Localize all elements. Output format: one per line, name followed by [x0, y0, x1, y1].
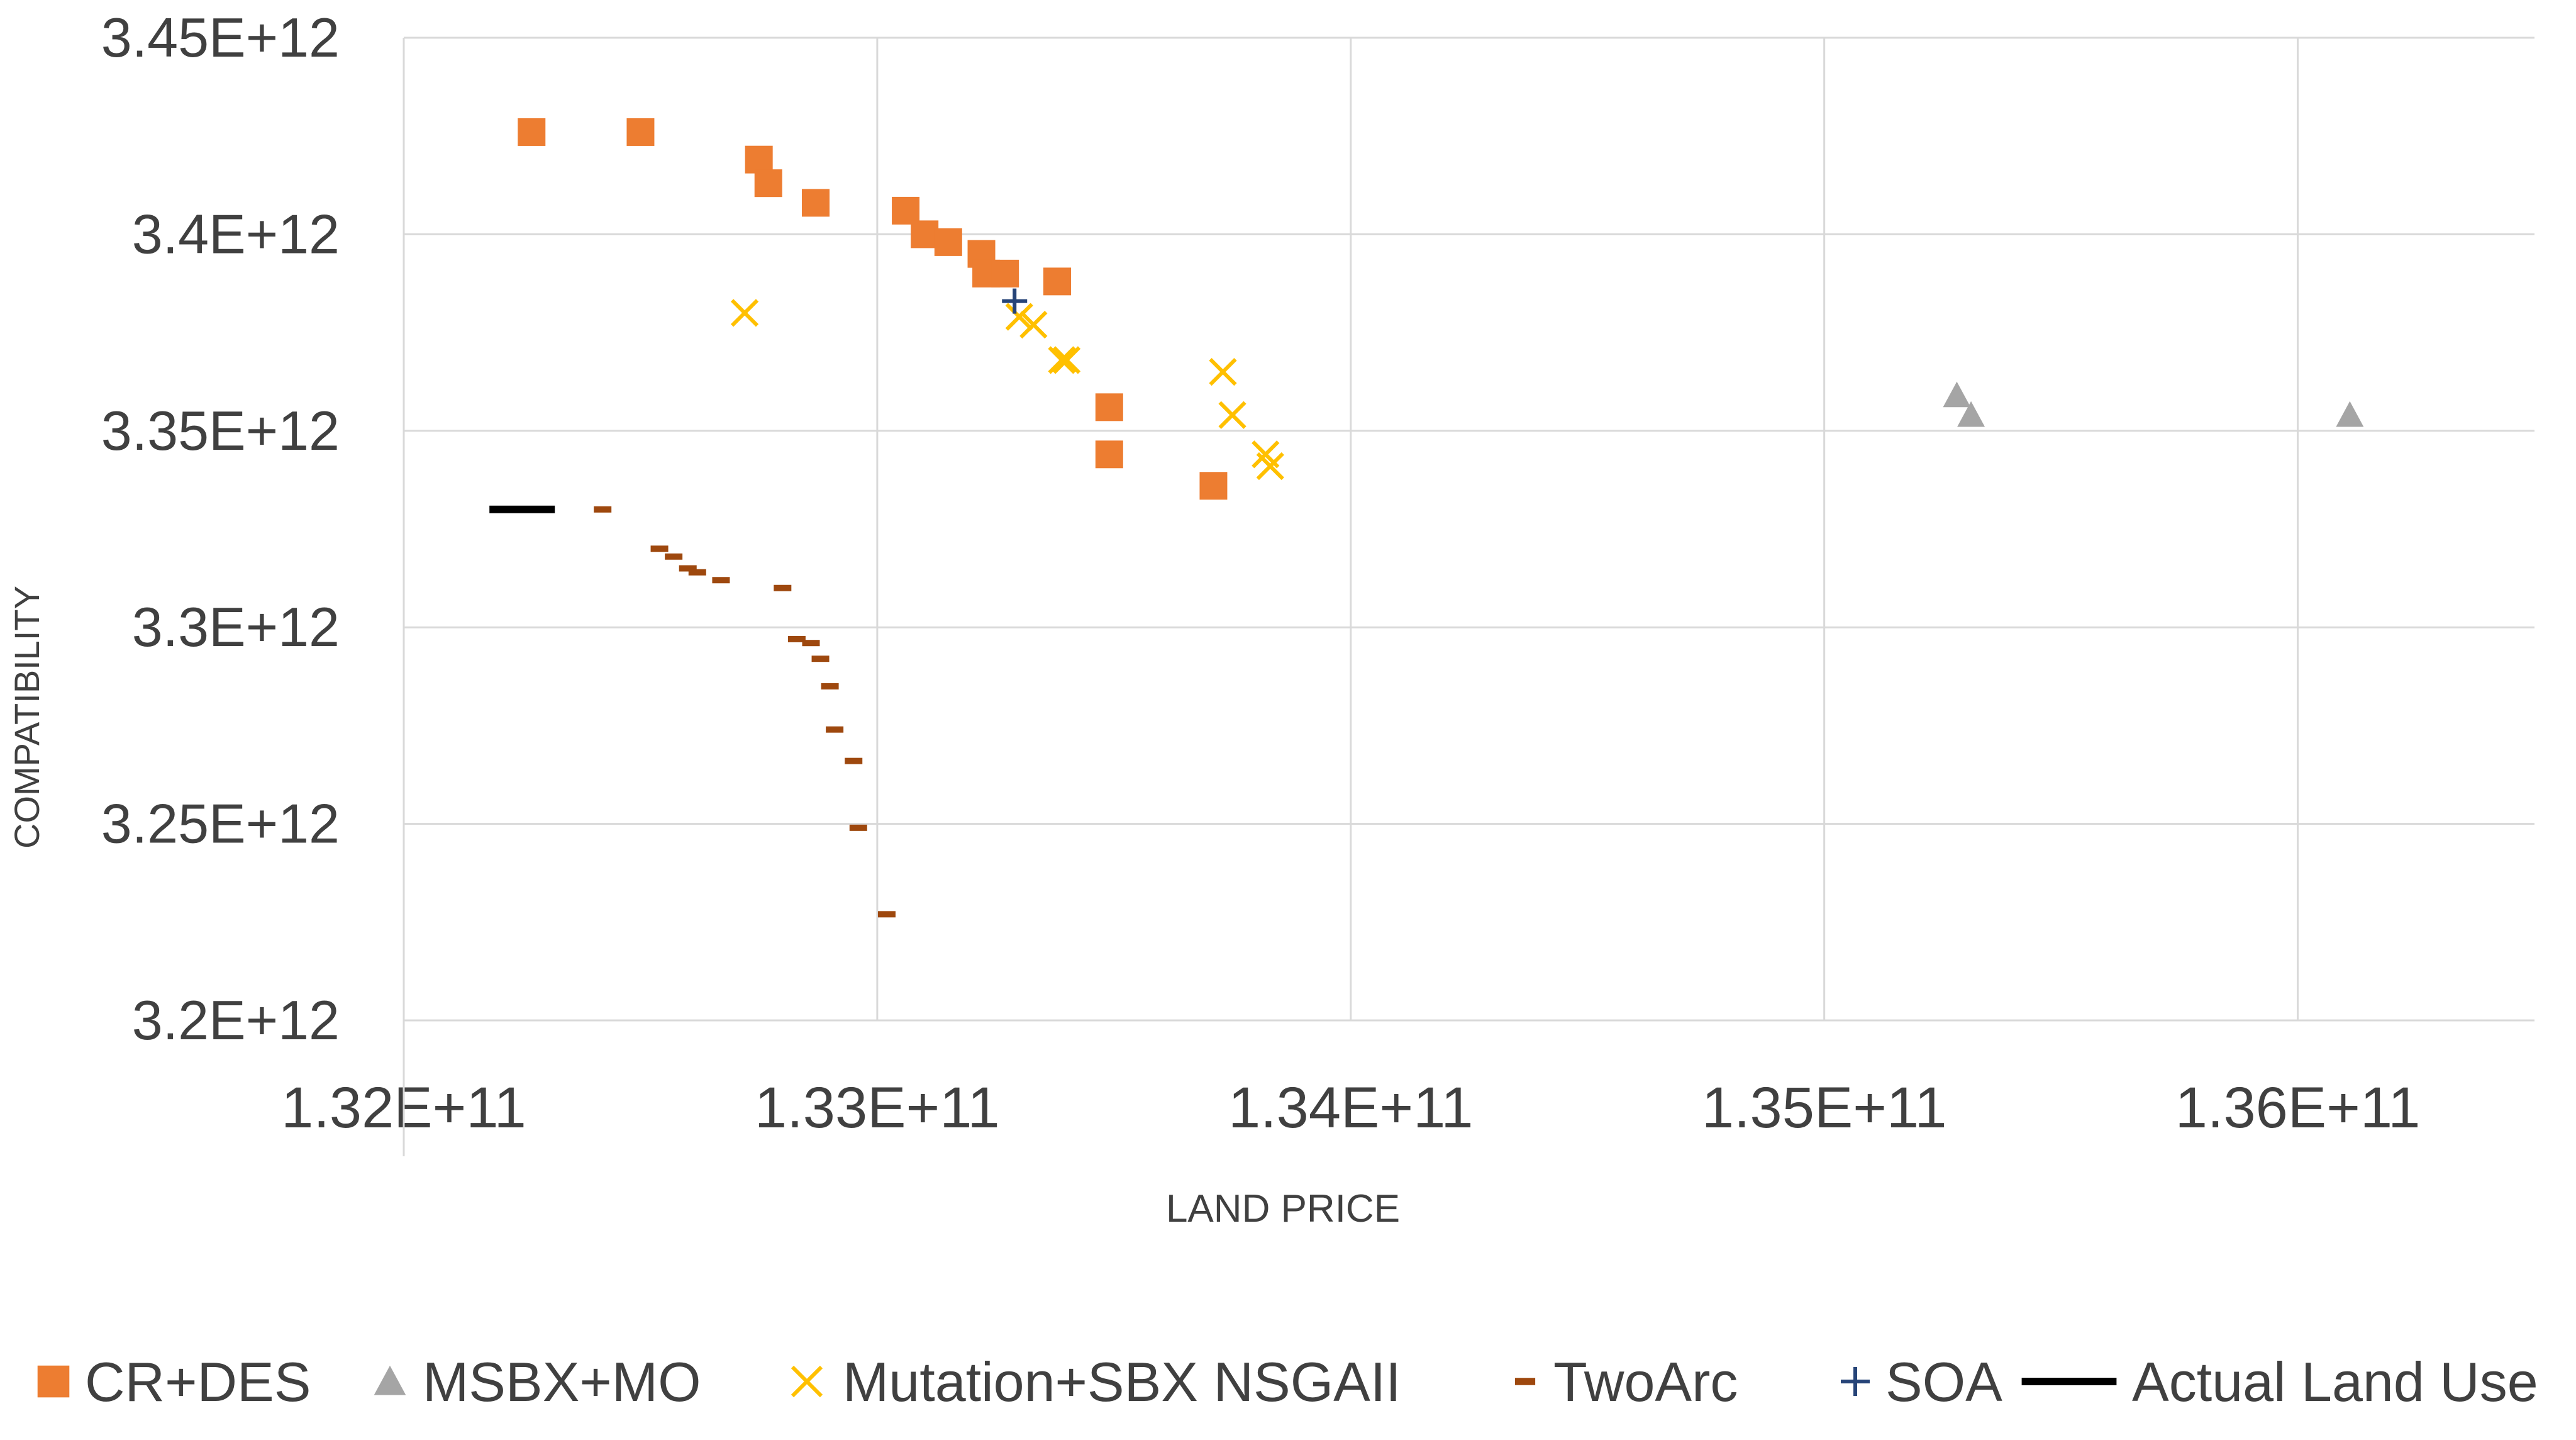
dash-marker [712, 577, 730, 584]
x-marker [1209, 357, 1237, 386]
series-msbx-mo [1943, 381, 2364, 427]
series-mutation-sbx-nsgaii [730, 299, 1284, 481]
dash-marker [679, 565, 697, 572]
y-tick-label: 3.3E+12 [132, 596, 340, 658]
square-marker [991, 259, 1019, 287]
dash-marker [688, 569, 706, 576]
square-marker [754, 169, 782, 198]
dash-marker [877, 911, 896, 918]
dash-marker [849, 824, 867, 831]
dash-marker [845, 757, 863, 764]
square-marker [626, 118, 655, 146]
legend-label: MSBX+MO [423, 1351, 701, 1413]
x-tick-label: 1.36E+11 [2175, 1076, 2421, 1140]
square-marker [1095, 393, 1123, 421]
dash-marker [1514, 1378, 1536, 1385]
x-marker [730, 299, 759, 327]
legend-item: Mutation+SBX NSGAII [791, 1351, 1401, 1413]
x-marker [791, 1365, 823, 1398]
dash-marker [821, 683, 839, 689]
legend-label: CR+DES [85, 1351, 311, 1413]
y-tick-label: 3.35E+12 [101, 399, 340, 462]
axes: 3.2E+12 3.25E+12 3.3E+12 3.35E+12 3.4E+12 3.4… [101, 6, 2421, 1156]
series-soa [1002, 288, 1028, 314]
y-tick-label: 3.2E+12 [132, 989, 340, 1051]
x-marker [1218, 401, 1246, 429]
dash-marker [665, 553, 683, 560]
square-marker [892, 196, 920, 225]
legend-label: Mutation+SBX NSGAII [843, 1351, 1401, 1413]
dash-marker [826, 726, 844, 733]
dash-marker [774, 584, 792, 591]
bar-marker [2021, 1378, 2117, 1385]
square-marker [934, 228, 962, 256]
x-tick-label: 1.35E+11 [1702, 1076, 1947, 1140]
triangle-marker [374, 1365, 406, 1395]
plus-marker [1841, 1367, 1870, 1396]
plus-marker [1002, 288, 1028, 314]
x-marker [1019, 310, 1048, 339]
legend-item: CR+DES [37, 1351, 311, 1413]
square-marker [802, 189, 830, 217]
x-marker [1052, 346, 1081, 374]
legend-item: MSBX+MO [374, 1351, 701, 1413]
series-twoarc [594, 506, 896, 918]
legend: CR+DES MSBX+MO Mutation+SBX NSGAII TwoArc SO… [37, 1351, 2538, 1413]
legend-label: Actual Land Use [2132, 1351, 2538, 1413]
y-tick-label: 3.4E+12 [132, 203, 340, 265]
legend-label: SOA [1885, 1351, 2002, 1413]
square-marker [911, 220, 939, 248]
data-points [489, 118, 2364, 918]
bar-marker [489, 505, 555, 513]
y-tick-label: 3.25E+12 [101, 793, 340, 855]
y-axis-title: COMPATIBILITY [7, 586, 47, 849]
square-marker [1043, 267, 1071, 296]
gridlines [402, 36, 2534, 1022]
dash-marker [787, 635, 806, 642]
square-marker [1095, 440, 1123, 469]
legend-label: TwoArc [1553, 1351, 1738, 1413]
x-tick-label: 1.34E+11 [1228, 1076, 1474, 1140]
y-tick-label: 3.45E+12 [101, 6, 340, 69]
dash-marker [650, 545, 669, 552]
x-axis-title: LAND PRICE [1166, 1187, 1400, 1231]
square-marker [745, 145, 773, 174]
x-marker [1256, 452, 1284, 481]
x-marker [1005, 303, 1033, 331]
series-actual-land-use [489, 505, 555, 513]
legend-item: Actual Land Use [2021, 1351, 2538, 1413]
x-tick-label: 1.33E+11 [755, 1076, 1000, 1140]
legend-item: TwoArc [1514, 1351, 1738, 1413]
square-marker [518, 118, 546, 146]
square-marker [1199, 472, 1228, 500]
triangle-marker [1943, 381, 1971, 408]
triangle-marker [2336, 401, 2364, 427]
triangle-marker [1957, 401, 1985, 427]
x-marker [1048, 346, 1076, 374]
legend-item: SOA [1841, 1351, 2002, 1413]
dash-marker [594, 506, 612, 513]
square-marker [37, 1365, 70, 1398]
dash-marker [811, 656, 830, 662]
series-cr-des [518, 118, 1228, 500]
dash-marker [802, 640, 820, 647]
